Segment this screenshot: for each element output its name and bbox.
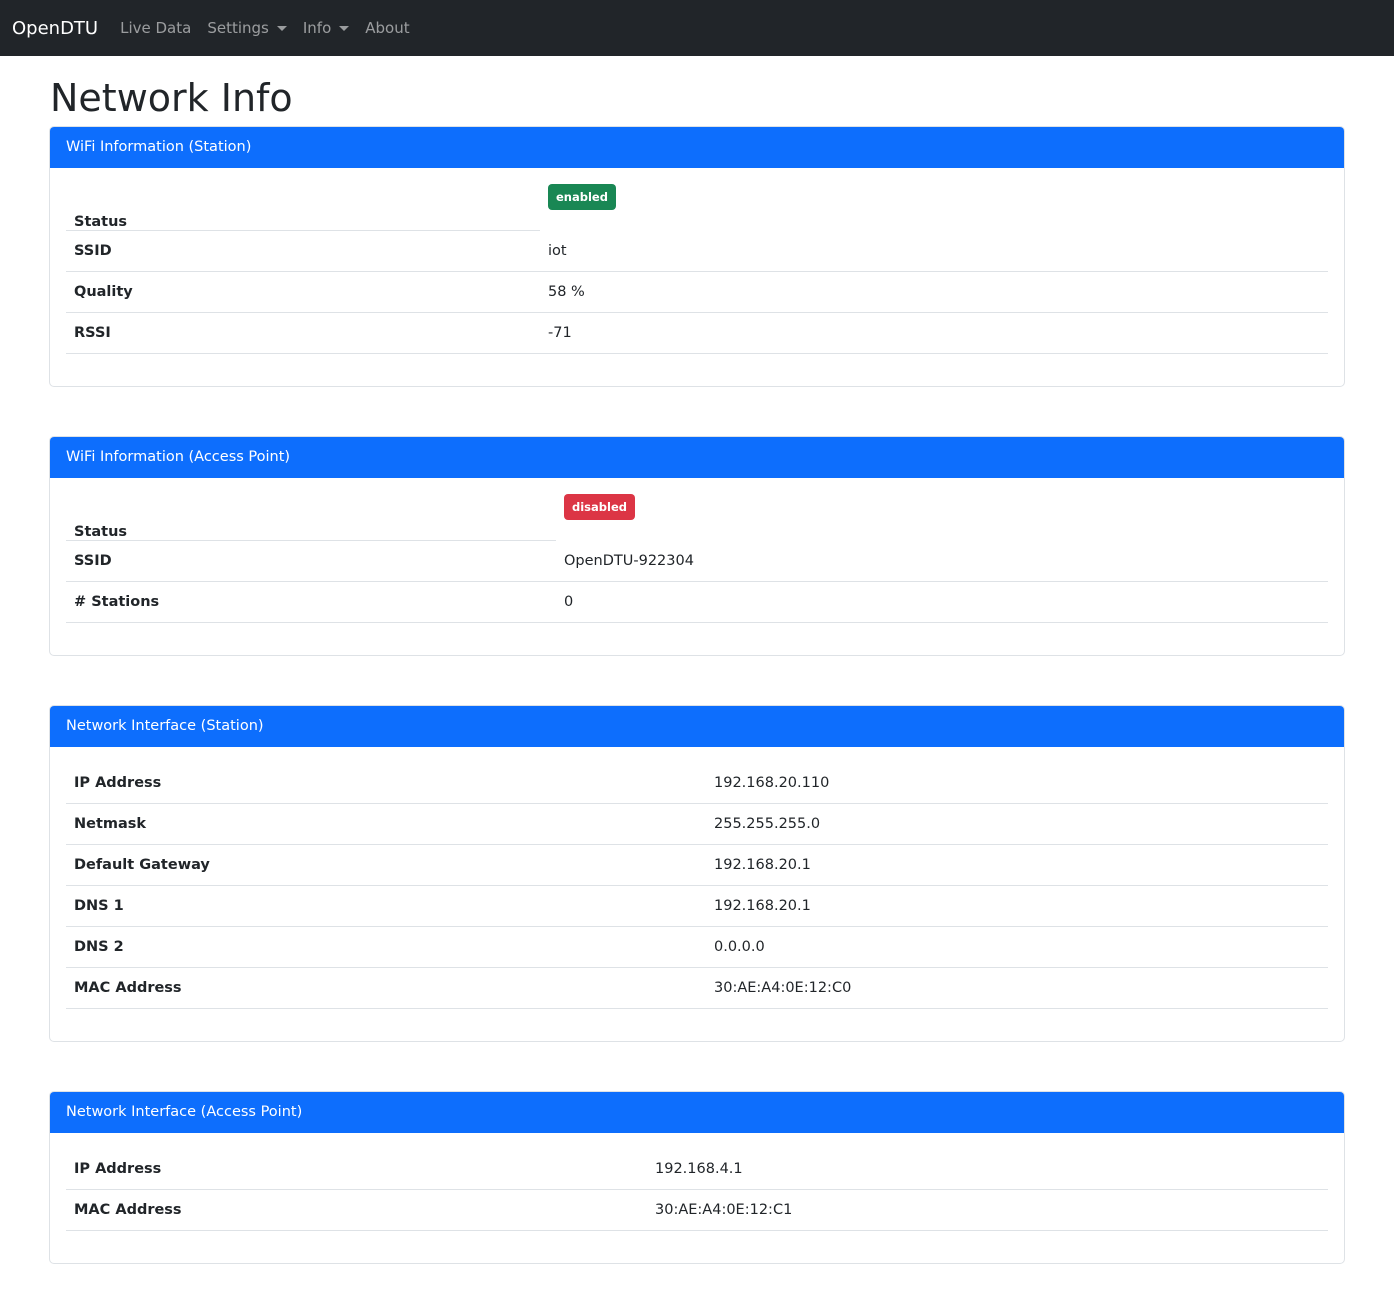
row-value: 58 % bbox=[540, 271, 1328, 313]
caret-down-icon bbox=[339, 25, 350, 31]
table-row: MAC Address 30:AE:A4:0E:12:C1 bbox=[66, 1189, 1328, 1231]
page-title: Network Info bbox=[50, 76, 293, 120]
row-value: 255.255.255.0 bbox=[706, 803, 1328, 845]
net-ap-card: Network Interface (Access Point) IP Addr… bbox=[49, 1091, 1345, 1264]
row-label: Default Gateway bbox=[66, 844, 706, 886]
row-label: IP Address bbox=[66, 763, 706, 804]
row-value: 192.168.4.1 bbox=[647, 1149, 1328, 1190]
row-value: 30:AE:A4:0E:12:C0 bbox=[706, 967, 1328, 1009]
row-value: iot bbox=[540, 230, 1328, 272]
wifi-station-card: WiFi Information (Station) Status enabled… bbox=[49, 126, 1345, 387]
table-row: DNS 1 192.168.20.1 bbox=[66, 885, 1328, 927]
row-label: SSID bbox=[66, 230, 540, 272]
row-value: 192.168.20.1 bbox=[706, 885, 1328, 927]
row-label: MAC Address bbox=[66, 1189, 647, 1231]
table-row: # Stations 0 bbox=[66, 581, 1328, 623]
card-header: WiFi Information (Station) bbox=[50, 127, 1344, 168]
table-row: RSSI -71 bbox=[66, 312, 1328, 354]
row-label: SSID bbox=[66, 540, 556, 582]
row-label: DNS 2 bbox=[66, 926, 706, 968]
row-label: IP Address bbox=[66, 1149, 647, 1190]
row-label: Status bbox=[66, 184, 540, 231]
table-row: Quality 58 % bbox=[66, 271, 1328, 313]
row-value: 192.168.20.110 bbox=[706, 763, 1328, 804]
table-row: Netmask 255.255.255.0 bbox=[66, 803, 1328, 845]
main-content: Network Info WiFi Information (Station) … bbox=[49, 76, 1345, 1264]
net-station-card: Network Interface (Station) IP Address 19… bbox=[49, 705, 1345, 1042]
row-value: -71 bbox=[540, 312, 1328, 354]
nav-info-dropdown[interactable]: Info bbox=[302, 19, 350, 37]
nav-about[interactable]: About bbox=[365, 19, 409, 37]
table-row: SSID OpenDTU-922304 bbox=[66, 540, 1328, 582]
status-badge: disabled bbox=[564, 494, 635, 520]
table-row: SSID iot bbox=[66, 230, 1328, 272]
row-value: 192.168.20.1 bbox=[706, 844, 1328, 886]
table-row: IP Address 192.168.20.110 bbox=[66, 763, 1328, 804]
table-row: IP Address 192.168.4.1 bbox=[66, 1149, 1328, 1190]
wifi-ap-table: Status disabled SSID OpenDTU-922304 # Stati… bbox=[66, 494, 1328, 623]
wifi-ap-card: WiFi Information (Access Point) Status di… bbox=[49, 436, 1345, 656]
status-badge: enabled bbox=[548, 184, 616, 210]
row-label: Status bbox=[66, 494, 556, 541]
caret-down-icon bbox=[276, 25, 287, 31]
nav-label: Live Data bbox=[120, 19, 192, 37]
nav-label: Info bbox=[302, 19, 332, 37]
nav-label: Settings bbox=[207, 19, 269, 37]
nav-label: About bbox=[365, 19, 410, 37]
table-row: DNS 2 0.0.0.0 bbox=[66, 926, 1328, 968]
row-label: MAC Address bbox=[66, 967, 706, 1009]
net-station-table: IP Address 192.168.20.110 Netmask 255.255.2… bbox=[66, 763, 1328, 1009]
brand-link[interactable]: OpenDTU bbox=[12, 17, 99, 39]
nav-settings-dropdown[interactable]: Settings bbox=[207, 19, 287, 37]
table-row: MAC Address 30:AE:A4:0E:12:C0 bbox=[66, 967, 1328, 1009]
row-label: # Stations bbox=[66, 581, 556, 623]
row-label: DNS 1 bbox=[66, 885, 706, 927]
row-label: RSSI bbox=[66, 312, 540, 354]
row-value: OpenDTU-922304 bbox=[556, 540, 1328, 582]
card-header: Network Interface (Station) bbox=[50, 706, 1344, 747]
table-row: Default Gateway 192.168.20.1 bbox=[66, 844, 1328, 886]
wifi-station-table: Status enabled SSID iot Quality 58 % RSSI -71 bbox=[66, 184, 1328, 354]
row-value: 0.0.0.0 bbox=[706, 926, 1328, 968]
nav-live-data[interactable]: Live Data bbox=[120, 19, 191, 37]
card-header: Network Interface (Access Point) bbox=[50, 1092, 1344, 1133]
row-value: 0 bbox=[556, 581, 1328, 623]
row-value: 30:AE:A4:0E:12:C1 bbox=[647, 1189, 1328, 1231]
card-header: WiFi Information (Access Point) bbox=[50, 437, 1344, 478]
net-ap-table: IP Address 192.168.4.1 MAC Address 30:AE:A4… bbox=[66, 1149, 1328, 1231]
row-label: Quality bbox=[66, 271, 540, 313]
row-label: Netmask bbox=[66, 803, 706, 845]
navbar: OpenDTU Live Data Settings Info About bbox=[0, 0, 1394, 56]
